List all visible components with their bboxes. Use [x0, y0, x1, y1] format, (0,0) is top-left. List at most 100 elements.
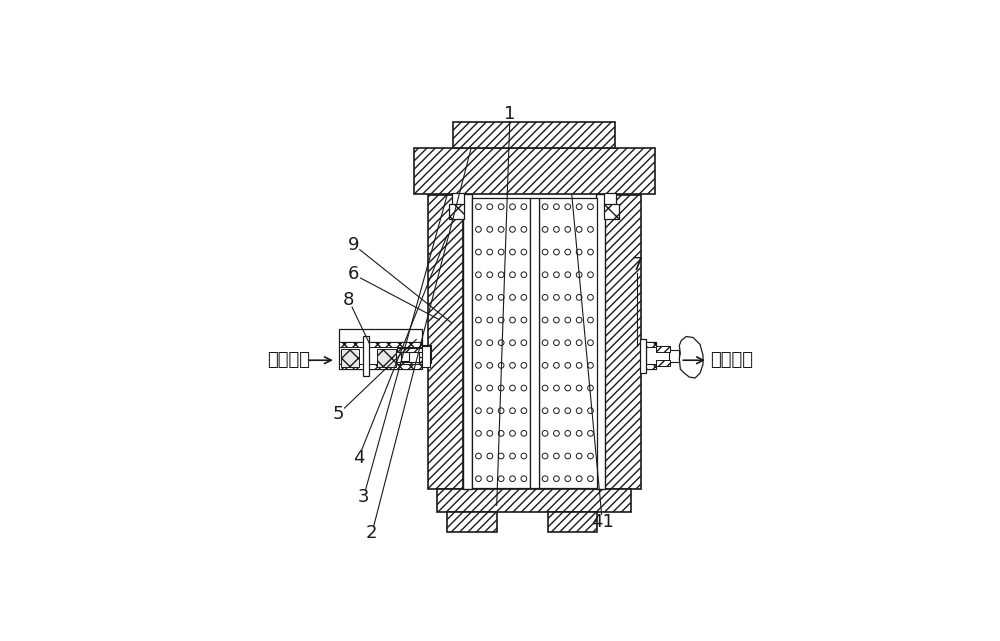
Circle shape — [476, 476, 481, 481]
Bar — [414, 149, 655, 194]
Circle shape — [576, 340, 582, 345]
Circle shape — [521, 294, 527, 300]
Circle shape — [498, 340, 504, 345]
Bar — [449, 204, 464, 219]
Bar — [463, 194, 472, 489]
Bar — [401, 352, 409, 361]
Circle shape — [554, 249, 559, 255]
Circle shape — [476, 340, 481, 345]
Text: 9: 9 — [348, 236, 359, 254]
Circle shape — [487, 385, 493, 391]
Circle shape — [588, 363, 593, 368]
Circle shape — [542, 476, 548, 481]
Bar — [339, 329, 422, 342]
Circle shape — [487, 249, 493, 255]
Circle shape — [521, 453, 527, 459]
Circle shape — [521, 272, 527, 278]
Circle shape — [588, 294, 593, 300]
Circle shape — [576, 204, 582, 210]
Bar — [341, 349, 359, 367]
Circle shape — [588, 317, 593, 323]
Circle shape — [554, 385, 559, 391]
Bar — [539, 198, 597, 488]
Circle shape — [542, 363, 548, 368]
Circle shape — [476, 385, 481, 391]
Circle shape — [476, 226, 481, 232]
Circle shape — [542, 408, 548, 413]
Text: 5: 5 — [333, 404, 345, 422]
Circle shape — [476, 249, 481, 255]
Polygon shape — [679, 337, 703, 378]
Bar — [339, 342, 422, 347]
Circle shape — [476, 294, 481, 300]
Circle shape — [510, 363, 515, 368]
Circle shape — [487, 363, 493, 368]
Text: 空气流出: 空气流出 — [710, 351, 753, 369]
Text: 6: 6 — [348, 265, 359, 283]
Circle shape — [498, 363, 504, 368]
Bar — [530, 198, 539, 488]
Circle shape — [487, 476, 493, 481]
Circle shape — [588, 272, 593, 278]
Circle shape — [588, 385, 593, 391]
Circle shape — [576, 385, 582, 391]
Circle shape — [554, 408, 559, 413]
Circle shape — [487, 226, 493, 232]
Circle shape — [521, 431, 527, 437]
Bar — [397, 362, 422, 365]
Circle shape — [510, 294, 515, 300]
Circle shape — [588, 453, 593, 459]
Circle shape — [565, 363, 571, 368]
Circle shape — [521, 408, 527, 413]
Circle shape — [565, 272, 571, 278]
Circle shape — [542, 385, 548, 391]
Bar — [596, 194, 605, 489]
Circle shape — [498, 385, 504, 391]
Circle shape — [510, 226, 515, 232]
Bar — [339, 364, 422, 369]
Circle shape — [554, 317, 559, 323]
Circle shape — [521, 317, 527, 323]
Bar — [472, 198, 530, 488]
Circle shape — [476, 317, 481, 323]
Circle shape — [542, 226, 548, 232]
Bar — [452, 194, 464, 205]
Circle shape — [487, 317, 493, 323]
Circle shape — [510, 476, 515, 481]
Circle shape — [576, 272, 582, 278]
Bar — [422, 346, 430, 367]
Circle shape — [510, 317, 515, 323]
Circle shape — [498, 431, 504, 437]
Circle shape — [498, 408, 504, 413]
Bar — [548, 512, 597, 532]
Circle shape — [498, 317, 504, 323]
Circle shape — [588, 340, 593, 345]
Bar — [604, 204, 619, 219]
Circle shape — [554, 272, 559, 278]
Circle shape — [565, 204, 571, 210]
Circle shape — [510, 431, 515, 437]
Bar — [605, 196, 641, 489]
Bar — [641, 364, 656, 369]
Circle shape — [498, 249, 504, 255]
Circle shape — [576, 226, 582, 232]
Circle shape — [542, 204, 548, 210]
Circle shape — [588, 226, 593, 232]
Circle shape — [487, 453, 493, 459]
Bar — [339, 342, 422, 369]
Circle shape — [521, 476, 527, 481]
Circle shape — [510, 408, 515, 413]
Circle shape — [510, 453, 515, 459]
Circle shape — [554, 294, 559, 300]
Text: 4: 4 — [353, 449, 364, 467]
Circle shape — [542, 249, 548, 255]
Text: 3: 3 — [358, 488, 369, 506]
Circle shape — [554, 226, 559, 232]
Circle shape — [498, 272, 504, 278]
Circle shape — [588, 431, 593, 437]
Circle shape — [498, 453, 504, 459]
Circle shape — [542, 272, 548, 278]
Bar — [397, 348, 422, 352]
Circle shape — [565, 340, 571, 345]
Circle shape — [542, 317, 548, 323]
